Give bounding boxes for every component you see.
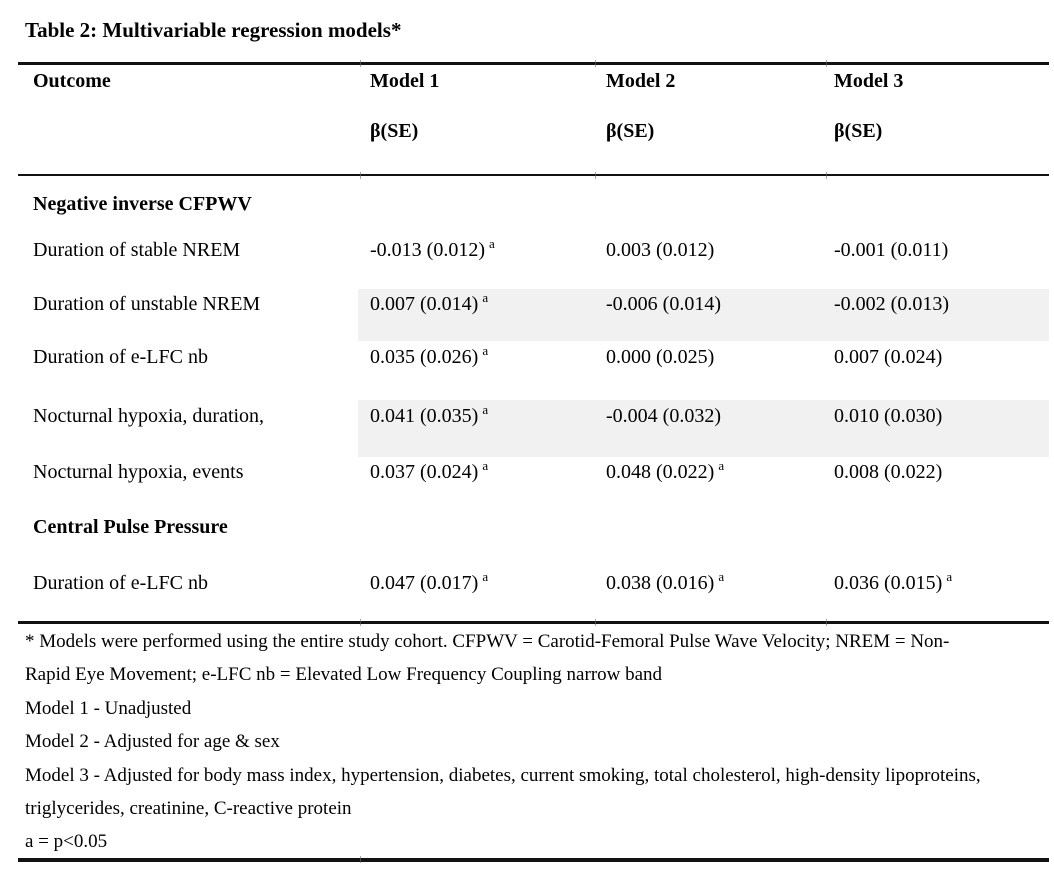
column-boundary-tick [360, 619, 361, 626]
beta-se-value: 0.041 (0.035) [370, 405, 479, 427]
value-model3: 0.036 (0.015) a [834, 569, 952, 598]
value-model3: -0.001 (0.011) [834, 237, 952, 263]
value-model3: 0.008 (0.022) [834, 459, 946, 485]
footnote-line: * Models were performed using the entire… [25, 631, 950, 652]
table-subheader-row: β(SE) β(SE) β(SE) [18, 118, 1049, 148]
value-model2: 0.000 (0.025) [606, 344, 718, 370]
beta-se-value: 0.003 (0.012) [606, 239, 715, 261]
value-model3: 0.007 (0.024) [834, 344, 946, 370]
significance-marker: a [482, 458, 489, 473]
beta-se-value: 0.000 (0.025) [606, 346, 715, 368]
beta-se-value: 0.038 (0.016) [606, 572, 715, 594]
footnote-line: Model 3 - Adjusted for body mass index, … [25, 764, 981, 786]
column-header-model2: Model 2 [606, 70, 676, 92]
footnote-line: Model 1 - Unadjusted [25, 697, 192, 719]
footnote-line: Rapid Eye Movement; e-LFC nb = Elevated … [25, 664, 663, 686]
beta-se-value: -0.001 (0.011) [834, 239, 949, 261]
column-boundary-tick [360, 60, 361, 67]
column-boundary-tick [595, 172, 596, 179]
value-model1: 0.007 (0.014) a [370, 290, 488, 319]
table-row: Nocturnal hypoxia, events 0.037 (0.024) a… [18, 458, 1049, 489]
value-model1: 0.035 (0.026) a [370, 343, 488, 372]
beta-se-value: 0.048 (0.022) [606, 461, 715, 483]
column-boundary-tick [826, 60, 827, 67]
value-model1: -0.013 (0.012) a [370, 236, 495, 265]
beta-se-value: 0.007 (0.024) [834, 346, 943, 368]
table-row: Duration of stable NREM -0.013 (0.012) a … [18, 236, 1049, 267]
column-boundary-tick [360, 172, 361, 179]
table-row: Duration of unstable NREM 0.007 (0.014) a… [18, 290, 1049, 321]
row-outcome-label: Duration of stable NREM [33, 239, 241, 261]
row-shading-band [358, 289, 1049, 341]
footnote-line: triglycerides, creatinine, C-reactive pr… [25, 798, 352, 820]
row-shading-band [358, 400, 1049, 457]
footnote-line: Model 2 - Adjusted for age & sex [25, 731, 280, 753]
beta-se-value: 0.037 (0.024) [370, 461, 479, 483]
significance-marker: a [482, 343, 489, 358]
beta-se-label-model3: β(SE) [834, 120, 883, 142]
footnote-divider-rule [18, 619, 1049, 626]
table-top-rule [18, 60, 1049, 67]
column-header-model1: Model 1 [370, 70, 440, 92]
value-model1: 0.047 (0.017) a [370, 569, 488, 598]
column-boundary-tick [826, 172, 827, 179]
value-model2: 0.003 (0.012) [606, 237, 718, 263]
table-header-row: Outcome Model 1 Model 2 Model 3 [18, 68, 1049, 98]
column-header-model3: Model 3 [834, 70, 904, 92]
beta-se-value: -0.004 (0.032) [606, 405, 721, 427]
column-boundary-tick [595, 619, 596, 626]
footnote-block: * Models were performed using the entire… [25, 625, 1045, 859]
beta-se-value: -0.006 (0.014) [606, 293, 721, 315]
row-outcome-label: Duration of e-LFC nb [33, 572, 208, 594]
table-row: Duration of e-LFC nb 0.035 (0.026) a 0.00… [18, 343, 1049, 374]
column-boundary-tick [595, 60, 596, 67]
column-boundary-tick [826, 619, 827, 626]
value-model1: 0.037 (0.024) a [370, 458, 488, 487]
header-divider-rule [18, 172, 1049, 179]
value-model2: -0.004 (0.032) [606, 403, 725, 429]
row-outcome-label: Duration of unstable NREM [33, 293, 261, 315]
row-outcome-label: Duration of e-LFC nb [33, 346, 208, 368]
row-outcome-label: Nocturnal hypoxia, duration, [33, 405, 265, 427]
value-model2: -0.006 (0.014) [606, 291, 725, 317]
significance-marker: a [718, 569, 725, 584]
beta-se-value: -0.013 (0.012) [370, 239, 485, 261]
column-boundary-tick [360, 856, 361, 863]
value-model3: 0.010 (0.030) [834, 403, 946, 429]
value-model1: 0.041 (0.035) a [370, 402, 488, 431]
column-header-outcome: Outcome [33, 70, 111, 92]
section-header-negative-inverse-cfpwv: Negative inverse CFPWV [33, 193, 252, 215]
significance-marker: a [718, 458, 725, 473]
beta-se-value: 0.035 (0.026) [370, 346, 479, 368]
footnote-line: a = p<0.05 [25, 831, 108, 853]
beta-se-value: 0.007 (0.014) [370, 293, 479, 315]
value-model3: -0.002 (0.013) [834, 291, 953, 317]
table-row: Nocturnal hypoxia, duration, 0.041 (0.03… [18, 402, 1049, 433]
value-model2: 0.038 (0.016) a [606, 569, 724, 598]
beta-se-value: 0.008 (0.022) [834, 461, 943, 483]
beta-se-value: 0.036 (0.015) [834, 572, 943, 594]
table-bottom-rule [18, 856, 1049, 863]
significance-marker: a [482, 290, 489, 305]
section-header-row: Central Pulse Pressure [18, 514, 1049, 544]
beta-se-value: 0.047 (0.017) [370, 572, 479, 594]
table-row: Duration of e-LFC nb 0.047 (0.017) a 0.03… [18, 569, 1049, 600]
significance-marker: a [482, 402, 489, 417]
significance-marker: a [482, 569, 489, 584]
beta-se-label-model2: β(SE) [606, 120, 655, 142]
beta-se-label-model1: β(SE) [370, 120, 419, 142]
beta-se-value: -0.002 (0.013) [834, 293, 949, 315]
section-header-row: Negative inverse CFPWV [18, 191, 1049, 221]
value-model2: 0.048 (0.022) a [606, 458, 724, 487]
significance-marker: a [946, 569, 953, 584]
section-header-central-pulse-pressure: Central Pulse Pressure [33, 516, 228, 538]
beta-se-value: 0.010 (0.030) [834, 405, 943, 427]
row-outcome-label: Nocturnal hypoxia, events [33, 461, 244, 483]
table-title: Table 2: Multivariable regression models… [25, 18, 402, 42]
significance-marker: a [488, 236, 495, 251]
